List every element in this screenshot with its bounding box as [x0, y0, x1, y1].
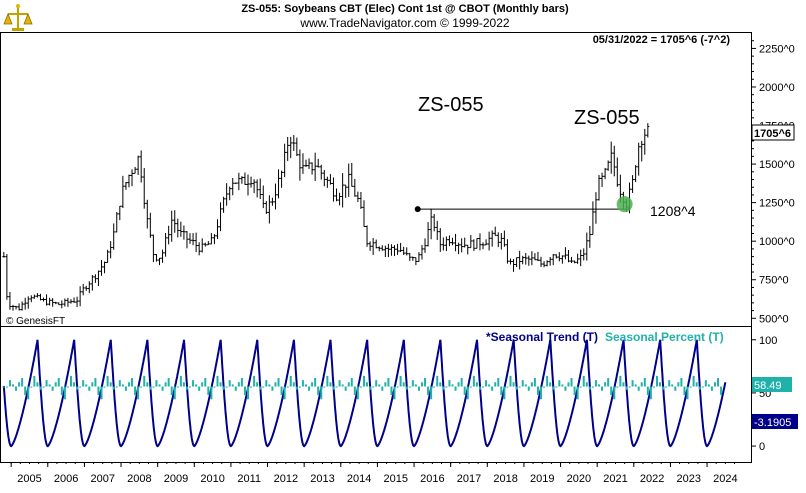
level-line-label: 1208^4 [650, 203, 696, 219]
price-y-tick-label: 1000^0 [759, 236, 795, 248]
seasonal-trend-tag: -3.1905 [754, 417, 791, 429]
axes: 500^0750^01000^01250^01500^01750^02000^0… [10, 40, 795, 485]
x-tick-label: 2006 [54, 473, 78, 485]
annotation-zs055-left: ZS-055 [418, 94, 484, 116]
x-tick-label: 2017 [457, 473, 481, 485]
x-tick-label: 2015 [383, 473, 407, 485]
price-plot [2, 123, 650, 311]
seasonal-trend-line [2, 339, 727, 448]
x-tick-label: 2022 [640, 473, 664, 485]
last-value-readout: 05/31/2022 = 1705^6 (-7^2) [593, 34, 731, 46]
legend-seasonal-percent: Seasonal Percent (T) [605, 330, 724, 344]
chart-title: ZS-055: Soybeans CBT (Elec) Cont 1st @ C… [241, 3, 569, 15]
level-marker-dot [616, 196, 633, 213]
x-tick-label: 2014 [347, 473, 371, 485]
x-tick-label: 2008 [127, 473, 151, 485]
price-y-tick-label: 1500^0 [759, 159, 795, 171]
price-y-tick-label: 2250^0 [759, 43, 795, 55]
season-y-tick-label: 0 [759, 441, 765, 453]
x-tick-label: 2005 [17, 473, 41, 485]
chart-subtitle: www.TradeNavigator.com © 1999-2022 [299, 16, 509, 30]
price-panel-frame [0, 32, 752, 327]
x-tick-label: 2019 [530, 473, 554, 485]
seasonal-percent-tag: 58.49 [754, 380, 782, 392]
price-y-tick-label: 1250^0 [759, 198, 795, 210]
last-price-tag-bg [751, 124, 795, 141]
seasonal-plot [2, 339, 727, 448]
x-tick-label: 2020 [567, 473, 591, 485]
legend-seasonal-trend: *Seasonal Trend (T) [486, 330, 598, 344]
x-tick-label: 2009 [164, 473, 188, 485]
watermark-text: © GenesisFT [6, 316, 65, 327]
x-tick-label: 2023 [676, 473, 700, 485]
x-tick-label: 2011 [237, 473, 261, 485]
level-line-start-dot [414, 206, 421, 213]
trade-navigator-logo-icon [3, 4, 33, 31]
price-y-tick-label: 750^0 [759, 275, 789, 287]
x-tick-label: 2018 [493, 473, 517, 485]
seasonal-percent-tag-bg [752, 377, 792, 392]
x-tick-label: 2010 [200, 473, 224, 485]
season-y-tick-label: 100 [759, 335, 777, 347]
seasonal-trend-tag-bg [752, 414, 798, 429]
x-tick-label: 2016 [420, 473, 444, 485]
last-price-tag: 1705^6 [754, 128, 791, 140]
seasonal-panel-frame [0, 326, 752, 463]
x-tick-label: 2021 [603, 473, 627, 485]
x-tick-label: 2007 [90, 473, 114, 485]
x-tick-label: 2024 [713, 473, 737, 485]
price-y-tick-label: 500^0 [759, 313, 789, 325]
annotation-zs055-right: ZS-055 [574, 107, 640, 129]
price-y-tick-label: 2000^0 [759, 82, 795, 94]
x-tick-label: 2013 [310, 473, 334, 485]
x-tick-label: 2012 [274, 473, 298, 485]
